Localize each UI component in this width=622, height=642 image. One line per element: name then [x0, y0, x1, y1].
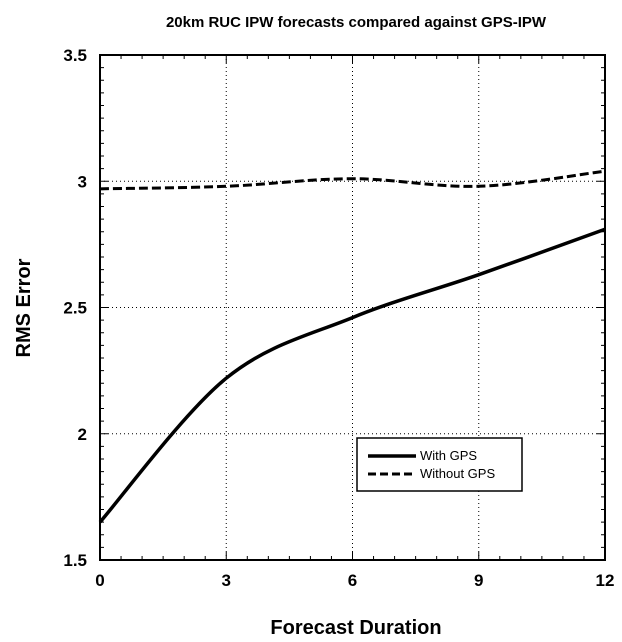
y-axis-label: RMS Error	[13, 258, 35, 357]
plot-frame	[99, 54, 606, 561]
series-layer	[98, 169, 606, 524]
grid	[100, 55, 605, 560]
legend-box	[356, 437, 523, 492]
x-tick-label: 0	[95, 571, 104, 590]
y-tick-label: 3.5	[63, 46, 87, 65]
series-line-without-gps	[99, 169, 606, 191]
series-line-with-gps	[98, 227, 606, 524]
legend: With GPS Without GPS	[356, 437, 523, 492]
tick-labels: 0 3 6 9 12 1.5 2 2.5 3 3.5	[63, 46, 614, 590]
chart-title: 20km RUC IPW forecasts compared against …	[166, 14, 547, 31]
x-tick-label: 3	[222, 571, 231, 590]
y-tick-label: 2	[78, 425, 87, 444]
legend-label-without-gps: Without GPS	[420, 466, 495, 481]
x-tick-label: 6	[348, 571, 357, 590]
x-axis-label: Forecast Duration	[270, 617, 441, 639]
legend-label-with-gps: With GPS	[420, 448, 477, 463]
y-tick-label: 3	[78, 172, 87, 191]
y-tick-label: 2.5	[63, 299, 87, 318]
x-tick-label: 9	[474, 571, 483, 590]
y-tick-label: 1.5	[63, 551, 87, 570]
x-tick-label: 12	[596, 571, 615, 590]
